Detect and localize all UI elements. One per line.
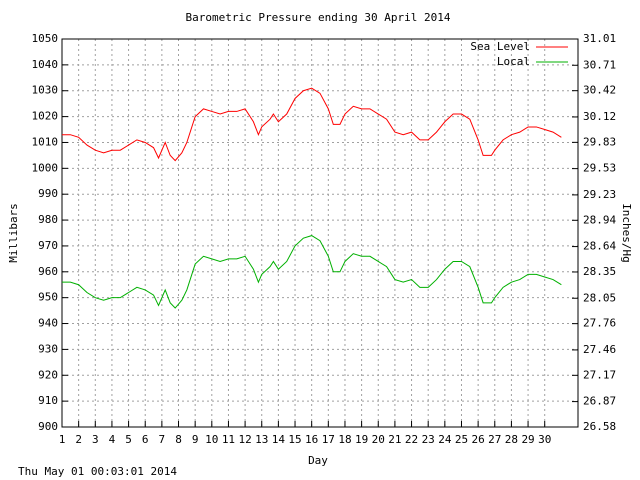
- x-tick-label: 10: [205, 433, 218, 446]
- x-tick-label: 11: [222, 433, 235, 446]
- y2-tick-label: 30.12: [583, 110, 616, 123]
- x-tick-label: 24: [438, 433, 452, 446]
- x-tick-label: 28: [505, 433, 518, 446]
- x-tick-label: 2: [75, 433, 82, 446]
- y-tick-label: 970: [38, 239, 58, 252]
- x-tick-label: 1: [59, 433, 66, 446]
- x-tick-label: 18: [338, 433, 351, 446]
- x-tick-label: 17: [322, 433, 335, 446]
- x-tick-label: 25: [455, 433, 468, 446]
- y2-tick-label: 27.46: [583, 343, 616, 356]
- y2-tick-label: 30.71: [583, 58, 616, 71]
- x-tick-label: 29: [521, 433, 534, 446]
- y-tick-label: 1030: [32, 84, 59, 97]
- y2-tick-label: 28.35: [583, 265, 616, 278]
- x-axis-label: Day: [308, 454, 328, 467]
- x-tick-label: 30: [538, 433, 551, 446]
- line-series: [62, 235, 562, 309]
- x-tick-label: 19: [355, 433, 368, 446]
- x-tick-label: 14: [272, 433, 286, 446]
- x-tick-label: 27: [488, 433, 501, 446]
- y-tick-label: 1050: [32, 32, 59, 45]
- y2-tick-label: 29.23: [583, 188, 616, 201]
- y-tick-label: 920: [38, 368, 58, 381]
- y-tick-label: 900: [38, 420, 58, 433]
- y-tick-label: 930: [38, 342, 58, 355]
- chart-title: Barometric Pressure ending 30 April 2014: [186, 11, 451, 24]
- y-tick-label: 940: [38, 317, 58, 330]
- y2-tick-label: 29.53: [583, 162, 616, 175]
- x-tick-label: 6: [142, 433, 149, 446]
- y-tick-label: 950: [38, 291, 58, 304]
- x-tick-label: 12: [238, 433, 251, 446]
- y-tick-label: 910: [38, 394, 58, 407]
- x-tick-label: 21: [388, 433, 401, 446]
- x-tick-label: 4: [109, 433, 116, 446]
- line-series: [62, 87, 562, 162]
- y2-tick-label: 30.42: [583, 84, 616, 97]
- x-tick-label: 5: [125, 433, 132, 446]
- x-tick-label: 20: [372, 433, 385, 446]
- x-tick-label: 23: [422, 433, 435, 446]
- y2-tick-label: 29.83: [583, 135, 616, 148]
- y2-tick-label: 27.17: [583, 368, 616, 381]
- y-tick-label: 980: [38, 213, 58, 226]
- y2-axis-label: Inches/Hg: [620, 203, 633, 263]
- y-tick-label: 1040: [32, 58, 59, 71]
- x-tick-label: 7: [159, 433, 166, 446]
- y2-tick-label: 28.94: [583, 213, 616, 226]
- y2-tick-label: 26.58: [583, 420, 616, 433]
- y2-tick-label: 27.76: [583, 317, 616, 330]
- y-tick-label: 960: [38, 265, 58, 278]
- y-tick-label: 1000: [32, 161, 59, 174]
- x-tick-label: 26: [472, 433, 485, 446]
- legend-label: Sea Level: [470, 40, 530, 53]
- footer: Thu May 01 00:03:01 2014: [18, 465, 177, 478]
- x-tick-label: 9: [192, 433, 199, 446]
- legend-label: Local: [497, 55, 530, 68]
- y2-tick-label: 28.64: [583, 240, 616, 253]
- x-tick-label: 8: [175, 433, 182, 446]
- y-tick-label: 990: [38, 187, 58, 200]
- x-tick-label: 13: [255, 433, 268, 446]
- y2-tick-label: 28.05: [583, 291, 616, 304]
- plot-frame: [61, 38, 579, 428]
- x-tick-label: 16: [305, 433, 318, 446]
- y2-tick-label: 31.01: [583, 32, 616, 45]
- x-tick-label: 3: [92, 433, 99, 446]
- y2-tick-label: 26.87: [583, 395, 616, 408]
- y-tick-label: 1010: [32, 135, 59, 148]
- y-axis-label: Millibars: [7, 203, 20, 263]
- y-tick-label: 1020: [32, 110, 59, 123]
- x-tick-label: 15: [288, 433, 301, 446]
- x-tick-label: 22: [405, 433, 418, 446]
